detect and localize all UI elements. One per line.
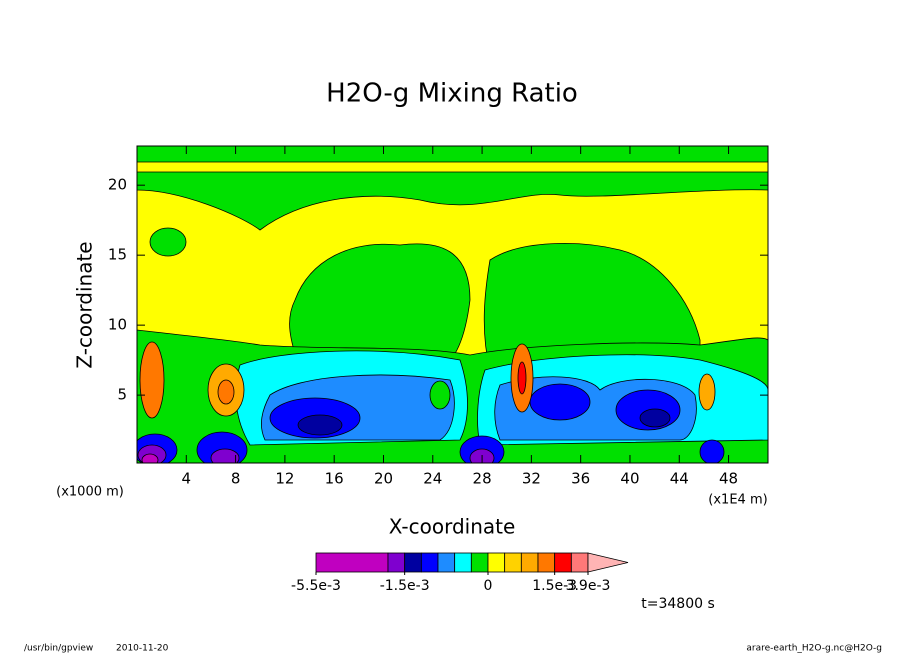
colorbar-segment <box>554 552 572 573</box>
program-label: /usr/bin/gpview <box>24 644 93 654</box>
contour-band <box>483 243 701 371</box>
date-label: 2010-11-20 <box>116 644 169 654</box>
colorbar-segment <box>404 552 422 573</box>
contour-band <box>529 383 591 421</box>
x-tick-label: 48 <box>719 470 738 488</box>
x-tick-label: 28 <box>473 470 492 488</box>
x-tick-label: 40 <box>620 470 639 488</box>
contour-band <box>137 171 768 231</box>
contour-field <box>137 146 768 463</box>
contour-band <box>699 439 725 463</box>
x-tick-label: 36 <box>571 470 590 488</box>
contour-band <box>517 361 527 395</box>
colorbar-segment <box>315 552 389 573</box>
y-tick-label: 20 <box>108 176 127 194</box>
y-tick-label: 15 <box>108 246 127 264</box>
x-tick-label: 12 <box>275 470 294 488</box>
colorbar-tick-label: 0 <box>484 578 493 594</box>
x-axis-label: X-coordinate <box>389 515 516 539</box>
x-unit-label: (x1E4 m) <box>708 493 767 508</box>
contour-band <box>137 146 768 163</box>
x-tick-label: 44 <box>670 470 689 488</box>
source-label: arare-earth_H2O-g.nc@H2O-g <box>746 644 882 654</box>
contour-band <box>139 341 165 419</box>
colorbar-segment <box>454 552 472 573</box>
y-tick-label: 10 <box>108 316 127 334</box>
y-tick-label: 5 <box>117 386 127 404</box>
x-tick-label: 24 <box>423 470 442 488</box>
contour-band <box>217 379 235 405</box>
colorbar-tick-label: -5.5e-3 <box>291 578 341 594</box>
x-tick-label: 16 <box>325 470 344 488</box>
contour-band <box>141 453 159 463</box>
colorbar-segment <box>487 552 506 573</box>
y-unit-label: (x1000 m) <box>56 485 124 500</box>
colorbar-over <box>587 552 629 573</box>
colorbar-segment <box>437 552 456 573</box>
contour-band <box>639 408 671 428</box>
colorbar-tick-label: 1.5e-3 <box>532 578 577 594</box>
x-tick-label: 20 <box>374 470 393 488</box>
y-axis-label: Z-coordinate <box>73 241 97 368</box>
colorbar-segment <box>520 552 539 573</box>
contour-band <box>297 414 343 436</box>
chart-title: H2O-g Mixing Ratio <box>326 79 578 109</box>
colorbar-segment <box>537 552 556 573</box>
x-tick-label: 8 <box>231 470 241 488</box>
contour-band <box>149 227 187 257</box>
colorbar-tick-label: -1.5e-3 <box>380 578 430 594</box>
x-tick-label: 32 <box>522 470 541 488</box>
colorbar-segment <box>470 552 489 573</box>
colorbar-segment <box>570 552 589 573</box>
contour-band <box>429 380 451 410</box>
time-label: t=34800 s <box>641 596 715 612</box>
contour-band <box>210 448 240 463</box>
contour-band <box>698 373 716 411</box>
colorbar-segment <box>420 552 439 573</box>
x-tick-label: 4 <box>182 470 192 488</box>
colorbar-segment <box>504 552 522 573</box>
plot-frame <box>136 145 769 464</box>
colorbar-tick-label: 3.9e-3 <box>566 578 611 594</box>
colorbar-segment <box>387 552 406 573</box>
